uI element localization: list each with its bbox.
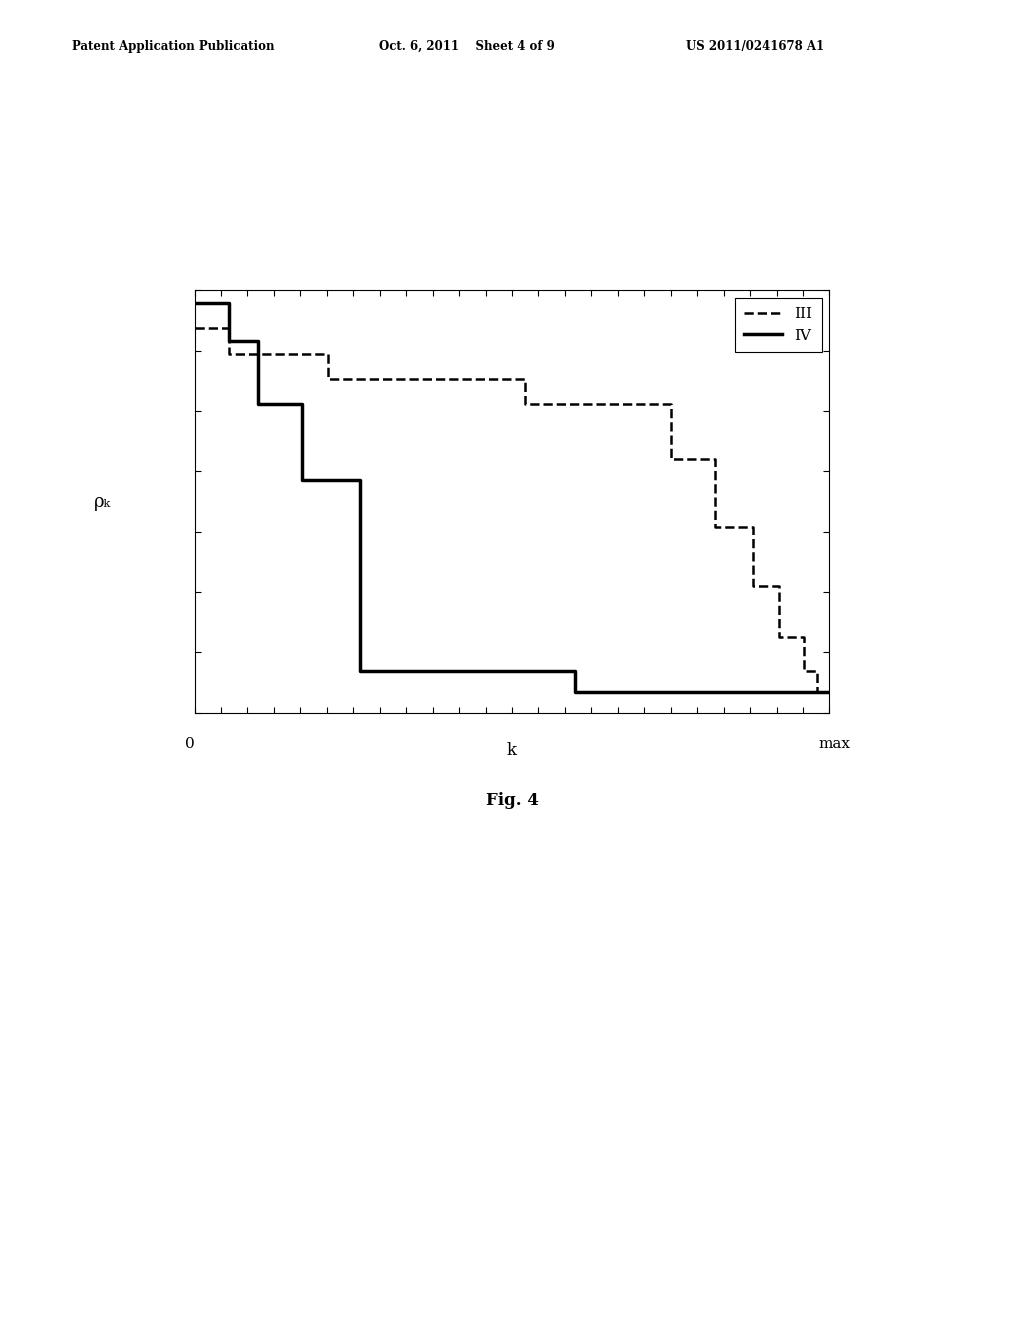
Text: ρₖ: ρₖ <box>94 492 111 511</box>
Line: III: III <box>195 329 829 692</box>
III <box>798 663 810 678</box>
IV <box>223 296 236 312</box>
IV <box>569 684 582 700</box>
III <box>223 321 236 337</box>
III <box>665 451 677 467</box>
Text: k: k <box>507 742 517 759</box>
Text: max: max <box>818 737 851 751</box>
III <box>223 346 236 362</box>
IV <box>223 333 236 348</box>
III <box>811 663 823 678</box>
III <box>322 346 334 362</box>
IV <box>296 396 308 412</box>
III <box>709 451 721 467</box>
Text: Fig. 4: Fig. 4 <box>485 792 539 809</box>
IV <box>252 333 264 348</box>
III <box>798 628 810 644</box>
III <box>518 396 530 412</box>
III <box>709 519 721 535</box>
III <box>772 578 784 594</box>
Text: Oct. 6, 2011    Sheet 4 of 9: Oct. 6, 2011 Sheet 4 of 9 <box>379 40 555 53</box>
III <box>823 684 836 700</box>
III <box>188 321 201 337</box>
Text: Patent Application Publication: Patent Application Publication <box>72 40 274 53</box>
Text: US 2011/0241678 A1: US 2011/0241678 A1 <box>686 40 824 53</box>
IV <box>353 663 366 678</box>
III <box>748 578 760 594</box>
IV <box>296 473 308 488</box>
IV <box>823 684 836 700</box>
IV <box>353 473 366 488</box>
III <box>518 371 530 387</box>
Legend: III, IV: III, IV <box>735 298 822 352</box>
IV <box>252 396 264 412</box>
III <box>811 684 823 700</box>
III <box>665 396 677 412</box>
III <box>322 371 334 387</box>
III <box>772 628 784 644</box>
Line: IV: IV <box>195 304 829 692</box>
IV <box>569 663 582 678</box>
IV <box>188 296 201 312</box>
III <box>748 519 760 535</box>
Text: 0: 0 <box>184 737 195 751</box>
